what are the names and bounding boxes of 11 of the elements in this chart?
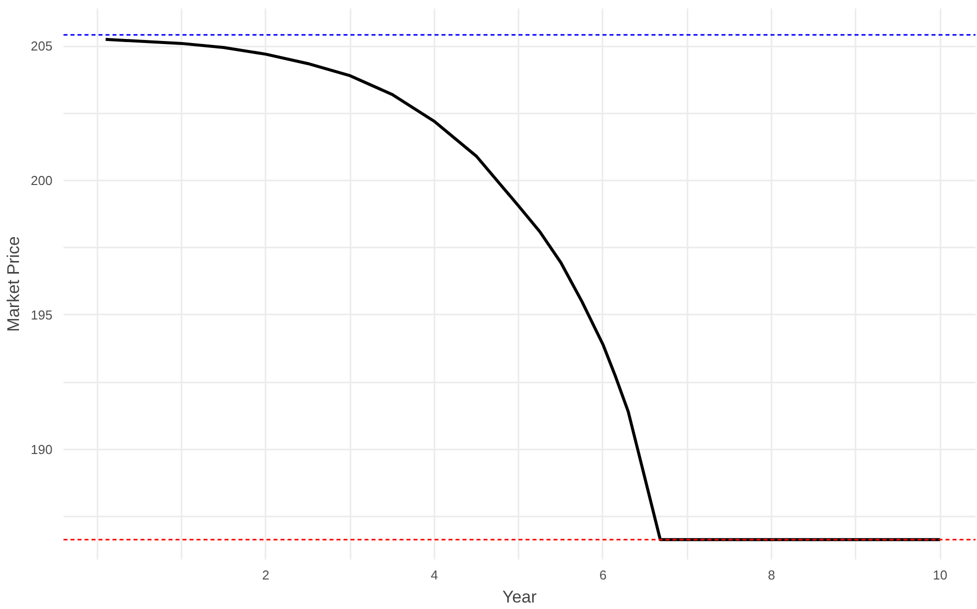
y-axis-title: Market Price xyxy=(4,236,23,332)
x-tick-label: 6 xyxy=(599,568,607,582)
x-tick-label: 2 xyxy=(262,568,270,582)
x-tick-label: 10 xyxy=(932,568,948,582)
y-tick-label: 195 xyxy=(30,307,53,322)
x-axis-title: Year xyxy=(502,588,538,606)
y-tick-label: 200 xyxy=(30,173,53,188)
y-tick-label: 190 xyxy=(30,442,53,457)
x-tick-label: 4 xyxy=(430,568,438,582)
x-tick-label: 8 xyxy=(768,568,776,582)
y-tick-label: 205 xyxy=(30,38,53,54)
